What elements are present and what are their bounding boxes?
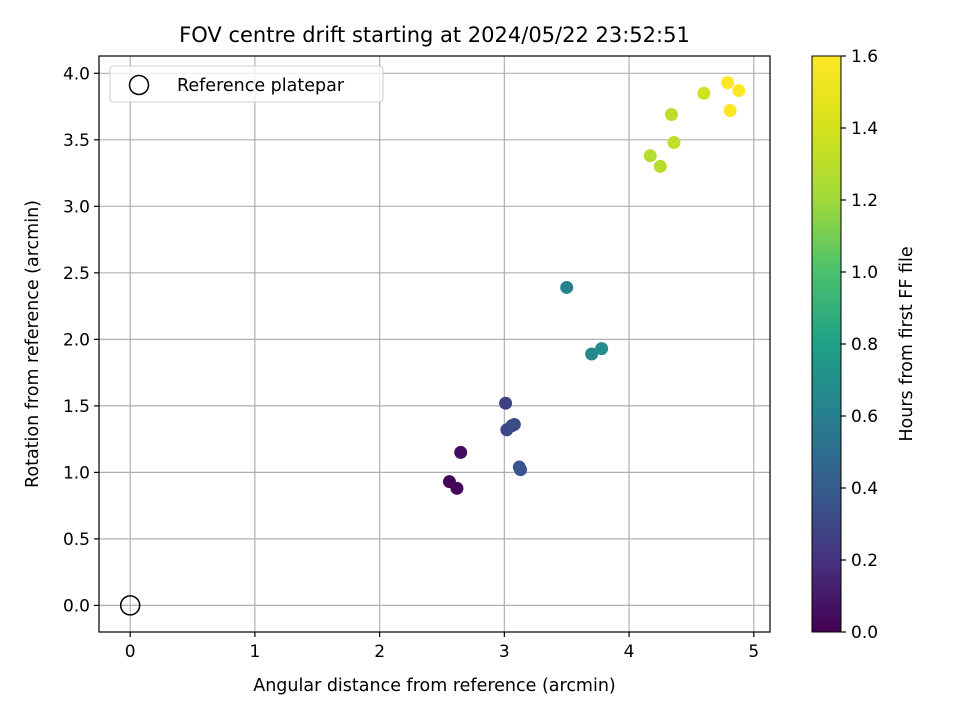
x-tick-label: 5 — [748, 642, 759, 662]
plot-area — [99, 56, 770, 632]
legend-box — [109, 65, 384, 103]
colorbar-label: Hours from first FF file — [897, 246, 917, 441]
y-axis: 0.0 0.5 1.0 1.5 2.0 2.5 3.0 3.5 4.0 — [63, 64, 99, 616]
scatter-point — [643, 149, 657, 163]
scatter-point — [721, 76, 735, 90]
colorbar-ticks: 0.0 0.2 0.4 0.6 0.8 1.0 1.2 1.4 1.6 — [841, 47, 878, 643]
colorbar-tick-label: 0.6 — [851, 407, 878, 427]
y-tick-label: 1.5 — [63, 397, 90, 417]
colorbar-tick-label: 1.6 — [851, 47, 878, 67]
scatter-point — [667, 135, 681, 149]
scatter-point — [585, 347, 599, 361]
colorbar-tick-label: 0.2 — [851, 551, 878, 571]
y-tick-label: 2.5 — [63, 264, 90, 284]
y-tick-label: 2.0 — [63, 330, 90, 350]
legend-marker — [128, 74, 150, 96]
plot-frame — [98, 55, 771, 633]
colorbar-tick-label: 0.0 — [851, 623, 878, 643]
y-tick-label: 4.0 — [63, 64, 90, 84]
scatter-point — [454, 445, 468, 459]
colorbar: 0.0 0.2 0.4 0.6 0.8 1.0 1.2 1.4 1.6 Hours from f… — [811, 47, 917, 643]
y-tick-label: 3.0 — [63, 197, 90, 217]
data-points — [119, 76, 746, 616]
colorbar-tick-label: 1.4 — [851, 119, 878, 139]
x-axis-label: Angular distance from reference (arcmin) — [253, 676, 616, 696]
scatter-point — [723, 104, 737, 118]
y-tick-label: 1.0 — [63, 463, 90, 483]
scatter-point — [732, 84, 746, 98]
scatter-point — [653, 159, 667, 173]
x-tick-label: 2 — [374, 642, 385, 662]
y-tick-label: 0.5 — [63, 530, 90, 550]
grid — [99, 56, 770, 632]
scatter-point — [595, 342, 609, 356]
scatter-point — [507, 417, 521, 431]
x-axis: 0 1 2 3 4 5 — [125, 632, 759, 662]
scatter-point — [450, 481, 464, 495]
x-tick-label: 1 — [249, 642, 260, 662]
scatter-point — [514, 463, 528, 477]
y-axis-label: Rotation from reference (arcmin) — [23, 200, 43, 488]
chart-title: FOV centre drift starting at 2024/05/22 … — [179, 23, 690, 47]
x-tick-label: 3 — [499, 642, 510, 662]
legend-label: Reference platepar — [177, 76, 345, 96]
colorbar-tick-label: 0.8 — [851, 335, 878, 355]
x-tick-label: 0 — [125, 642, 136, 662]
colorbar-gradient — [812, 56, 841, 632]
y-tick-label: 3.5 — [63, 131, 90, 151]
colorbar-tick-label: 1.2 — [851, 191, 878, 211]
colorbar-tick-label: 0.4 — [851, 479, 878, 499]
scatter-point — [664, 108, 678, 122]
scatter-point — [697, 86, 711, 100]
colorbar-tick-label: 1.0 — [851, 263, 878, 283]
x-tick-label: 4 — [624, 642, 635, 662]
y-tick-label: 0.0 — [63, 596, 90, 616]
reference-marker — [119, 595, 141, 616]
scatter-point — [499, 396, 513, 410]
legend: Reference platepar — [109, 65, 384, 103]
scatter-point — [560, 280, 574, 294]
